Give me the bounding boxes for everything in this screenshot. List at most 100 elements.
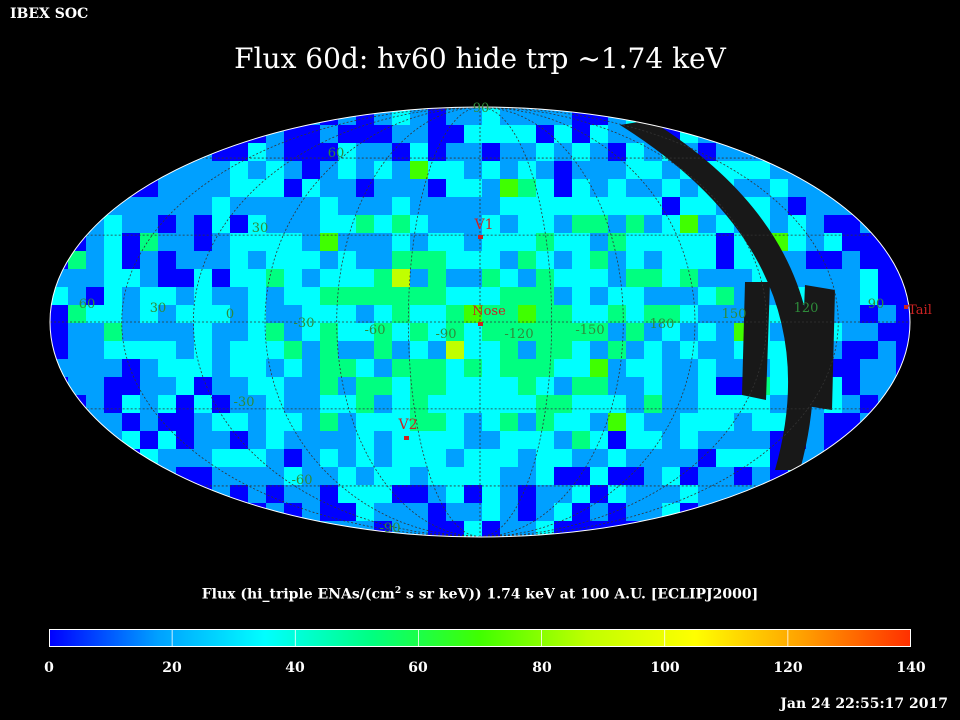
- flux-pixel: [50, 395, 68, 413]
- flux-pixel: [788, 503, 806, 521]
- flux-pixel: [482, 413, 500, 431]
- flux-pixel: [482, 251, 500, 269]
- flux-pixel: [122, 125, 140, 143]
- flux-pixel: [176, 503, 194, 521]
- flux-pixel: [140, 215, 158, 233]
- flux-pixel: [104, 215, 122, 233]
- marker-v1-dot: [478, 235, 483, 239]
- marker-tail-label: Tail: [908, 303, 932, 318]
- flux-pixel: [860, 431, 878, 449]
- flux-pixel: [518, 125, 536, 143]
- flux-pixel: [518, 269, 536, 287]
- flux-pixel: [716, 467, 734, 485]
- flux-pixel: [626, 197, 644, 215]
- flux-pixel: [86, 377, 104, 395]
- flux-pixel: [626, 305, 644, 323]
- flux-pixel: [338, 395, 356, 413]
- flux-pixel: [230, 179, 248, 197]
- flux-pixel: [572, 377, 590, 395]
- marker-v2-label: V2: [397, 417, 417, 433]
- flux-pixel: [896, 143, 910, 161]
- flux-pixel: [68, 485, 86, 503]
- flux-pixel: [158, 233, 176, 251]
- flux-pixel: [842, 449, 860, 467]
- flux-pixel: [734, 395, 752, 413]
- flux-pixel: [428, 197, 446, 215]
- flux-pixel: [680, 377, 698, 395]
- flux-pixel: [446, 431, 464, 449]
- flux-pixel: [140, 323, 158, 341]
- flux-pixel: [590, 341, 608, 359]
- flux-pixel: [176, 449, 194, 467]
- flux-pixel: [716, 287, 734, 305]
- flux-pixel: [86, 323, 104, 341]
- flux-pixel: [356, 467, 374, 485]
- flux-pixel: [500, 467, 518, 485]
- flux-pixel: [158, 125, 176, 143]
- flux-pixel: [86, 215, 104, 233]
- flux-pixel: [248, 179, 266, 197]
- flux-pixel: [68, 305, 86, 323]
- flux-pixel: [896, 503, 910, 521]
- flux-pixel: [770, 215, 788, 233]
- meridian-line: [407, 107, 481, 537]
- flux-pixel: [572, 233, 590, 251]
- flux-pixel: [644, 395, 662, 413]
- flux-pixel: [104, 377, 122, 395]
- flux-pixel: [410, 143, 428, 161]
- flux-pixel: [770, 125, 788, 143]
- flux-pixel: [446, 269, 464, 287]
- flux-pixel: [158, 161, 176, 179]
- flux-pixel: [518, 377, 536, 395]
- flux-pixel: [320, 485, 338, 503]
- flux-pixel: [68, 251, 86, 269]
- flux-pixel: [716, 359, 734, 377]
- flux-pixel: [158, 359, 176, 377]
- flux-pixel: [122, 377, 140, 395]
- flux-pixel: [140, 503, 158, 521]
- flux-pixel: [50, 215, 68, 233]
- flux-pixel: [410, 251, 428, 269]
- flux-pixel: [788, 251, 806, 269]
- flux-pixel: [194, 179, 212, 197]
- flux-pixel: [536, 197, 554, 215]
- flux-pixel: [446, 215, 464, 233]
- flux-pixel: [482, 143, 500, 161]
- flux-pixel: [626, 269, 644, 287]
- flux-pixel: [518, 359, 536, 377]
- lon-label-neg150: -150: [575, 323, 604, 338]
- colorbar-tick-60: 60: [408, 660, 428, 676]
- flux-pixel: [680, 431, 698, 449]
- flux-pixel: [284, 323, 302, 341]
- flux-pixel: [302, 107, 320, 125]
- flux-pixel: [212, 503, 230, 521]
- flux-pixel: [752, 431, 770, 449]
- flux-pixel: [698, 485, 716, 503]
- flux-pixel: [320, 467, 338, 485]
- flux-pixel: [608, 359, 626, 377]
- flux-pixel: [464, 197, 482, 215]
- flux-pixel: [734, 413, 752, 431]
- flux-pixel: [374, 215, 392, 233]
- flux-pixel: [698, 323, 716, 341]
- flux-pixel: [230, 215, 248, 233]
- flux-pixel: [194, 485, 212, 503]
- flux-pixel: [266, 323, 284, 341]
- flux-pixel: [518, 233, 536, 251]
- flux-pixel: [878, 161, 896, 179]
- lat-label-neg90: -90: [380, 521, 401, 536]
- flux-pixel: [410, 161, 428, 179]
- flux-pixel: [374, 323, 392, 341]
- flux-pixel: [428, 179, 446, 197]
- flux-pixel: [122, 161, 140, 179]
- flux-pixel: [122, 107, 140, 125]
- flux-pixel: [194, 359, 212, 377]
- flux-pixel: [410, 467, 428, 485]
- flux-pixel: [518, 161, 536, 179]
- flux-pixel: [878, 143, 896, 161]
- flux-pixel: [212, 341, 230, 359]
- flux-pixel: [410, 197, 428, 215]
- colorbar-tick-140: 140: [896, 660, 926, 676]
- flux-pixel: [68, 449, 86, 467]
- flux-pixel: [122, 341, 140, 359]
